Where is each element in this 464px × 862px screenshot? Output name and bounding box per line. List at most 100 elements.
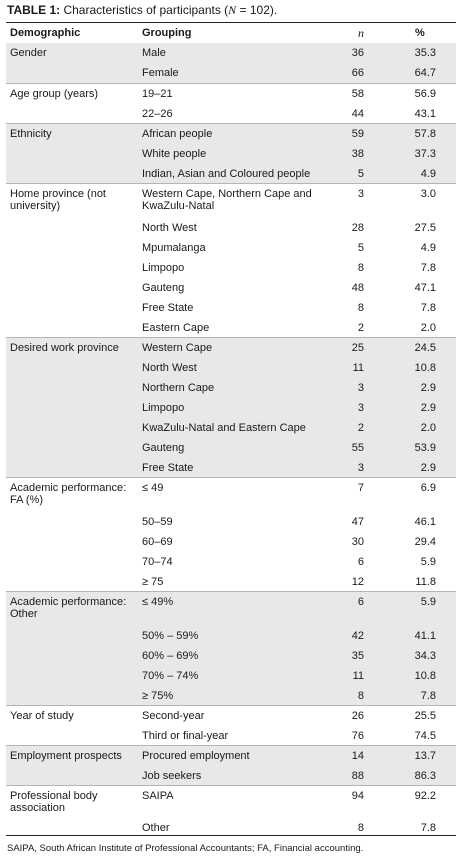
demographic-label: Year of study [10, 710, 74, 722]
percent-cell: 2.0 [420, 322, 436, 334]
percent-cell: 43.1 [414, 108, 436, 120]
table-group: Employment prospects Procured employment 1… [6, 745, 456, 786]
grouping-cell: Procured employment [142, 750, 250, 762]
table-footnote: SAIPA, South African Institute of Profes… [7, 843, 364, 854]
grouping-cell: 70% – 74% [142, 670, 199, 682]
table-group: Year of study Second-year 26 25.5 Third or f… [6, 705, 456, 746]
n-cell: 28 [351, 222, 364, 234]
grouping-cell: White people [142, 148, 207, 160]
grouping-cell: Limpopo [142, 262, 185, 274]
grouping-cell: Job seekers [142, 770, 202, 782]
percent-cell: 74.5 [414, 730, 436, 742]
percent-cell: 92.2 [414, 790, 436, 802]
percent-cell: 27.5 [414, 222, 436, 234]
table-group: Academic performance: FA (%) ≤ 49 7 6.9 50–5… [6, 477, 456, 592]
grouping-cell: 19–21 [142, 88, 173, 100]
n-cell: 38 [351, 148, 364, 160]
n-cell: 2 [357, 322, 364, 334]
percent-cell: 86.3 [414, 770, 436, 782]
n-cell: 3 [357, 462, 364, 474]
percent-cell: 7.8 [420, 822, 436, 834]
demographic-label: Home province (not university) [10, 188, 106, 212]
grouping-cell: Western Cape [142, 342, 213, 354]
n-cell: 5 [357, 242, 364, 254]
grouping-cell: 60% – 69% [142, 650, 199, 662]
grouping-cell: Other [142, 822, 170, 834]
demographic-label: Employment prospects [10, 750, 122, 762]
percent-cell: 10.8 [414, 670, 436, 682]
demographic-label: Academic performance: Other [10, 596, 127, 620]
n-cell: 48 [351, 282, 364, 294]
table-group: Age group (years) 19–21 58 56.9 22–26 44 43.1 [6, 83, 456, 124]
percent-cell: 13.7 [414, 750, 436, 762]
grouping-cell: ≥ 75 [142, 576, 164, 588]
n-cell: 7 [357, 482, 364, 494]
percent-cell: 57.8 [414, 128, 436, 140]
n-cell: 5 [357, 168, 364, 180]
grouping-cell: Gauteng [142, 282, 185, 294]
percent-cell: 7.8 [420, 302, 436, 314]
percent-cell: 2.0 [420, 422, 436, 434]
grouping-cell: Third or final-year [142, 730, 229, 742]
grouping-cell: Gauteng [142, 442, 185, 454]
demographic-label: Desired work province [10, 342, 119, 354]
n-cell: 3 [357, 188, 364, 200]
percent-cell: 4.9 [420, 242, 436, 254]
table-group: Ethnicity African people 59 57.8 White peopl… [6, 123, 456, 184]
grouping-cell: 50% – 59% [142, 630, 199, 642]
n-cell: 26 [351, 710, 364, 722]
percent-cell: 3.0 [420, 188, 436, 200]
percent-cell: 2.9 [420, 382, 436, 394]
n-cell: 6 [357, 556, 364, 568]
percent-cell: 4.9 [420, 168, 436, 180]
percent-cell: 35.3 [414, 47, 436, 59]
grouping-cell: Free State [142, 302, 194, 314]
percent-cell: 37.3 [414, 148, 436, 160]
n-cell: 30 [351, 536, 364, 548]
caption-n-symbol: N [228, 3, 237, 17]
header-percent: % [415, 27, 425, 39]
percent-cell: 7.8 [420, 690, 436, 702]
n-cell: 42 [351, 630, 364, 642]
demographic-label: Gender [10, 47, 47, 59]
n-cell: 2 [357, 422, 364, 434]
caption-label: TABLE 1: [7, 3, 61, 17]
caption-text-end: = 102). [236, 3, 278, 17]
percent-cell: 34.3 [414, 650, 436, 662]
grouping-cell: Limpopo [142, 402, 185, 414]
n-cell: 55 [351, 442, 364, 454]
n-cell: 6 [357, 596, 364, 608]
grouping-cell: KwaZulu-Natal and Eastern Cape [142, 422, 306, 434]
grouping-cell: Mpumalanga [142, 242, 206, 254]
n-cell: 36 [351, 47, 364, 59]
demographic-label: Academic performance: FA (%) [10, 482, 127, 506]
grouping-cell: ≥ 75% [142, 690, 174, 702]
grouping-cell: 22–26 [142, 108, 173, 120]
n-cell: 12 [351, 576, 364, 588]
grouping-cell: 60–69 [142, 536, 173, 548]
percent-cell: 11.8 [415, 576, 436, 588]
n-cell: 8 [357, 690, 364, 702]
header-demographic: Demographic [10, 27, 81, 39]
percent-cell: 47.1 [414, 282, 436, 294]
percent-cell: 2.9 [420, 402, 436, 414]
n-cell: 44 [351, 108, 364, 120]
n-cell: 11 [352, 362, 364, 374]
percent-cell: 6.9 [420, 482, 436, 494]
caption-text: Characteristics of participants ( [60, 3, 229, 17]
grouping-cell: Indian, Asian and Coloured people [142, 168, 311, 180]
n-cell: 47 [351, 516, 364, 528]
percent-cell: 10.8 [414, 362, 436, 374]
table-header: Demographic Grouping n % [6, 22, 456, 44]
n-cell: 94 [351, 790, 364, 802]
grouping-cell: 50–59 [142, 516, 173, 528]
percent-cell: 41.1 [414, 630, 436, 642]
demographic-label: Ethnicity [10, 128, 52, 140]
table-caption: TABLE 1: Characteristics of participants… [7, 3, 277, 17]
n-cell: 8 [357, 302, 364, 314]
n-cell: 3 [357, 382, 364, 394]
table-bottom-rule [6, 835, 456, 836]
grouping-cell: Female [142, 67, 179, 79]
grouping-cell: ≤ 49 [142, 482, 164, 494]
